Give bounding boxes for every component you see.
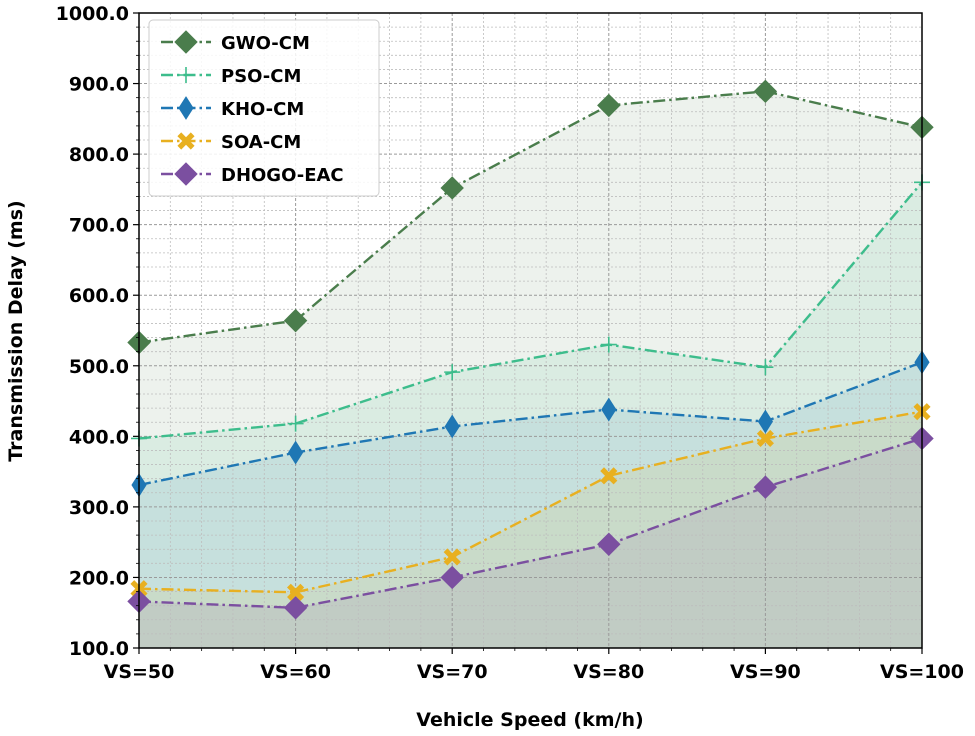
area-fill-1	[139, 182, 922, 649]
area-fill-2	[139, 362, 922, 648]
data-point	[753, 79, 778, 104]
legend-item: GWO-CM	[161, 30, 310, 54]
legend-item: DHOGO-EAC	[161, 162, 344, 186]
data-point	[444, 414, 460, 439]
y-tick-label: 200.0	[69, 567, 129, 589]
data-point	[757, 409, 773, 434]
data-point	[597, 93, 621, 118]
legend-marker	[178, 67, 194, 83]
data-point	[443, 548, 461, 566]
legend-item: SOA-CM	[161, 132, 301, 153]
y-tick-label: 900.0	[69, 74, 129, 96]
y-tick-labels: 100.0 200.0 300.0 400.0 500.0 600.0 700.0 800.0…	[56, 3, 129, 660]
data-point	[756, 429, 774, 448]
data-point	[287, 583, 305, 601]
data-point	[283, 308, 308, 333]
legend-label: KHO-CM	[221, 99, 304, 120]
legend-marker	[177, 132, 195, 150]
minor-grid	[139, 13, 922, 648]
y-tick-label: 1000.0	[56, 3, 129, 25]
x-tick-label: VS=80	[573, 661, 644, 683]
legend: GWO-CM PSO-CM KHO-CM SOA-CM DHOGO-EAC	[148, 19, 380, 197]
legend-label: DHOGO-EAC	[221, 165, 344, 186]
area-fill-0	[139, 91, 922, 649]
x-tick-label: VS=100	[880, 661, 964, 683]
legend-label: SOA-CM	[221, 132, 301, 153]
data-point	[757, 359, 774, 376]
x-tick-labels: VS=50 VS=60 VS=70 VS=80 VS=90 VS=100	[104, 661, 964, 683]
data-point	[287, 415, 304, 432]
area-fill-3	[139, 411, 922, 648]
y-tick-label: 300.0	[69, 497, 129, 519]
legend-marker	[174, 30, 198, 54]
series-layer	[127, 79, 934, 620]
series-soa-cm	[130, 403, 931, 601]
data-point	[440, 565, 464, 590]
legend-label: PSO-CM	[221, 66, 301, 87]
x-tick-label: VS=60	[260, 661, 331, 683]
y-tick-label: 400.0	[69, 426, 129, 448]
data-point	[600, 467, 618, 485]
y-tick-label: 100.0	[69, 638, 129, 660]
y-axis-title: Transmission Delay (ms)	[5, 200, 27, 461]
series-line	[138, 410, 923, 594]
data-point	[597, 532, 621, 556]
data-point	[600, 336, 617, 353]
series-line	[138, 90, 923, 344]
y-tick-label: 800.0	[69, 144, 129, 166]
series-line	[138, 181, 923, 440]
legend-label: GWO-CM	[221, 33, 310, 54]
area-fills	[139, 91, 922, 649]
x-tick-label: VS=50	[104, 661, 175, 683]
y-tick-label: 700.0	[69, 215, 129, 237]
x-tick-label: VS=90	[730, 661, 801, 683]
series-line	[138, 361, 923, 487]
series-dhogo-eac	[127, 426, 934, 620]
area-fill-4	[139, 438, 922, 648]
series-line	[138, 437, 923, 609]
x-axis-title: Vehicle Speed (km/h)	[416, 709, 643, 731]
data-point	[288, 440, 304, 465]
y-tick-label: 500.0	[69, 356, 129, 378]
legend-marker	[174, 162, 198, 186]
x-tick-label: VS=70	[417, 661, 488, 683]
legend-marker	[178, 96, 194, 120]
data-point	[283, 596, 308, 620]
data-point	[440, 176, 464, 200]
axis-ticks	[133, 12, 923, 654]
legend-item: PSO-CM	[161, 66, 301, 87]
legend-item: KHO-CM	[161, 96, 304, 120]
legend-box	[148, 19, 380, 197]
data-point	[444, 364, 461, 381]
y-tick-label: 600.0	[69, 285, 129, 307]
series-kho-cm	[131, 350, 930, 497]
plot-frame	[138, 12, 923, 649]
data-point	[601, 397, 617, 422]
data-point	[753, 475, 778, 499]
